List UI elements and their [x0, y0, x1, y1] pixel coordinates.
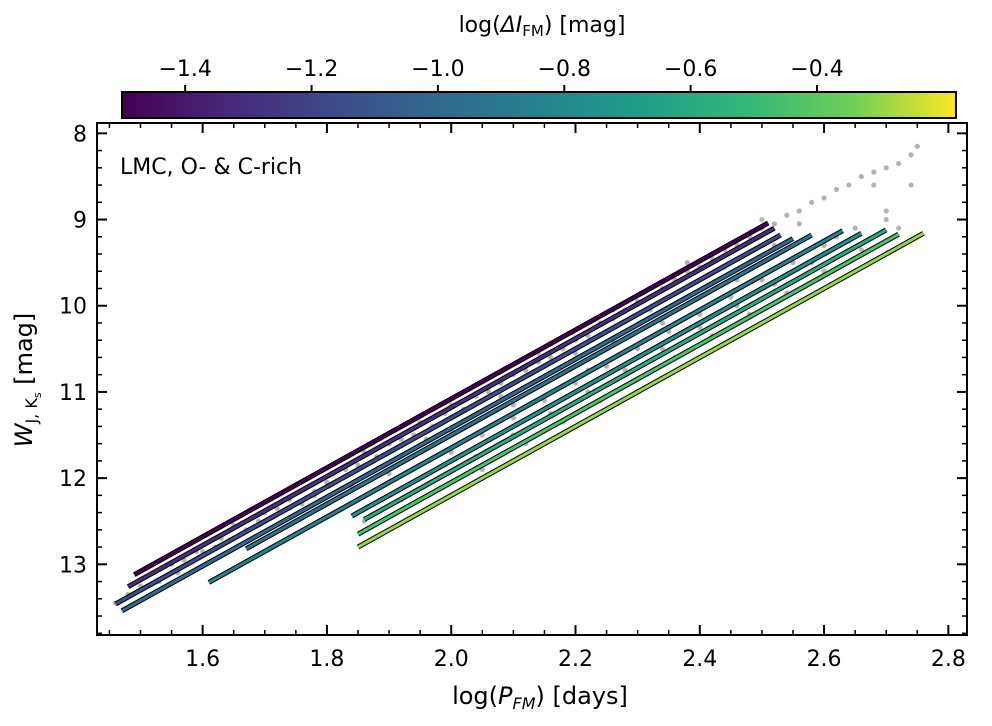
axis-ticks: 1.6 1.8 2.0 2.2 2.4 2.6 2.8 8 9 10 11 12 13 [59, 122, 967, 672]
fit-line [245, 233, 813, 551]
x-tick-label: 2.6 [807, 647, 842, 672]
fit-line [208, 229, 844, 584]
colorbar-tick-label: −0.6 [664, 57, 717, 82]
fit-line [121, 237, 794, 613]
colorbar-tick-label: −0.8 [538, 57, 591, 82]
scatter-point [821, 195, 827, 201]
colorbar-tick-label: −1.4 [158, 57, 211, 82]
colorbar-ticks: −1.4 −1.2 −1.0 −0.8 −0.6 −0.4 [158, 57, 844, 92]
scatter-point [908, 152, 914, 158]
fit-line [351, 232, 863, 518]
scatter-point [659, 346, 666, 352]
line-layer [114, 220, 925, 614]
y-tick-label: 8 [73, 122, 87, 147]
scatter-point [771, 221, 777, 227]
colorbar [121, 91, 957, 119]
scatter-point [759, 216, 765, 223]
scatter-point [833, 186, 840, 192]
plot-frame [96, 122, 968, 636]
scatter-point [809, 199, 815, 205]
y-tick-label: 10 [59, 295, 87, 320]
scatter-point [796, 208, 802, 214]
scatter-point [858, 247, 864, 253]
y-axis-label: WJ, Ks [mag] [10, 313, 44, 448]
scatter-point [883, 165, 889, 171]
fit-line [133, 221, 769, 576]
x-tick-label: 2.8 [931, 647, 966, 672]
x-tick-label: 2.4 [682, 647, 717, 672]
scatter-point [871, 169, 877, 175]
scatter-point [659, 320, 666, 326]
scatter-point [796, 221, 802, 227]
scatter-point [852, 225, 858, 231]
scatter-point [858, 173, 864, 180]
y-tick-label: 9 [73, 209, 87, 234]
fit-line [357, 232, 900, 536]
x-tick-label: 2.0 [434, 647, 469, 672]
y-tick-label: 13 [59, 553, 87, 578]
scatter-point [485, 389, 492, 395]
colorbar-tick-label: −1.2 [285, 57, 338, 82]
x-tick-label: 1.8 [309, 647, 344, 672]
scatter-point [908, 182, 914, 188]
fit-line [357, 232, 925, 549]
scatter-point [846, 182, 852, 188]
scatter-point [914, 143, 920, 149]
fit-line [127, 226, 776, 589]
x-axis-label: log(PFM) [days] [452, 682, 628, 713]
fit-line [363, 228, 887, 521]
scatter-point [883, 208, 889, 214]
x-tick-label: 1.6 [185, 647, 220, 672]
scatter-point [784, 212, 790, 218]
scatter-point [871, 182, 877, 188]
scatter-point [896, 160, 902, 167]
scatter-point [896, 225, 902, 231]
colorbar-tick-label: −0.4 [790, 57, 843, 82]
y-tick-label: 11 [59, 381, 87, 406]
chart-annotation: LMC, O- & C-rich [120, 155, 302, 180]
y-tick-label: 12 [59, 467, 87, 492]
colorbar-label: log(ΔIFM) [mag] [459, 13, 626, 40]
x-tick-label: 2.2 [558, 647, 593, 672]
colorbar-tick-label: −1.0 [411, 57, 464, 82]
scatter-point [883, 216, 889, 223]
scatter-point [548, 354, 554, 361]
scatter-point [684, 260, 690, 266]
fit-line [114, 233, 782, 606]
